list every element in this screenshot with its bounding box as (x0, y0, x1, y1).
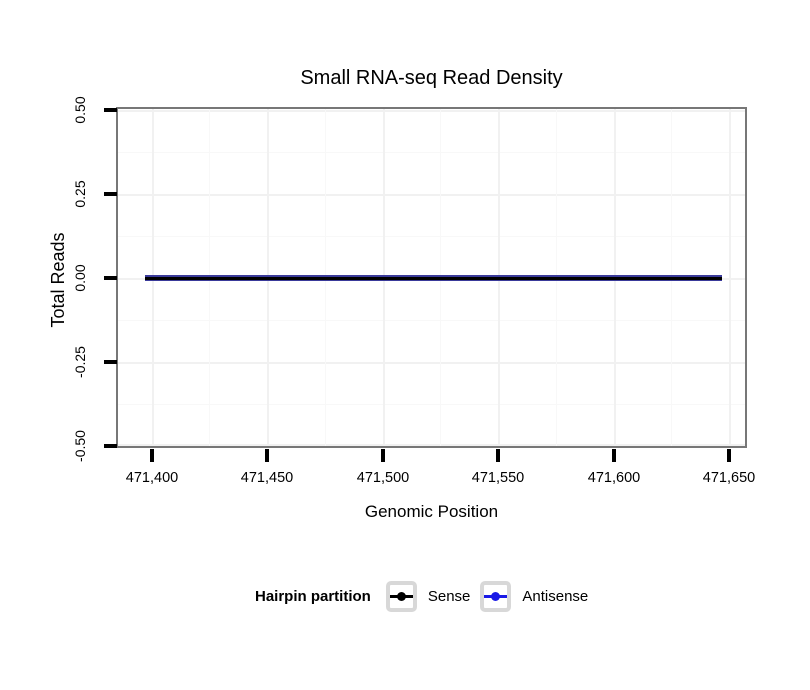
x-tick (381, 449, 385, 462)
x-tick-label: 471,550 (471, 470, 525, 486)
y-tick-label: -0.25 (72, 346, 88, 378)
chart-title: Small RNA-seq Read Density (300, 67, 563, 89)
y-tick (104, 192, 117, 196)
gridline-minor-h (118, 404, 745, 405)
x-tick-label: 471,400 (125, 470, 179, 486)
x-tick (150, 449, 154, 462)
y-tick-label: -0.50 (72, 430, 88, 462)
gridline-major-h (118, 362, 745, 364)
x-tick-label: 471,500 (356, 470, 410, 486)
x-axis-title: Genomic Position (364, 502, 499, 521)
legend-title: Hairpin partition (255, 587, 371, 605)
y-tick (104, 276, 117, 280)
y-tick-label: 0.50 (72, 96, 88, 124)
x-tick-label: 471,650 (702, 470, 756, 486)
y-tick-label: 0.25 (72, 180, 88, 208)
gridline-major-v (729, 109, 731, 446)
legend-label-antisense: Antisense (522, 587, 589, 605)
gridline-major-h (118, 110, 745, 112)
y-tick (104, 360, 117, 364)
x-tick (612, 449, 616, 462)
x-tick (265, 449, 269, 462)
y-tick-label: 0.00 (72, 264, 88, 292)
point-glyph-icon (491, 591, 501, 601)
y-axis-title: Total Reads (48, 232, 68, 328)
y-tick (104, 108, 117, 112)
x-tick-label: 471,450 (240, 470, 294, 486)
legend-label-sense: Sense (427, 587, 471, 605)
x-tick-label: 471,600 (587, 470, 641, 486)
legend-key-antisense (480, 580, 512, 612)
gridline-minor-h (118, 320, 745, 321)
data-line-sense (145, 276, 722, 280)
y-tick (104, 444, 117, 448)
point-glyph-icon (396, 591, 406, 601)
plot-panel (116, 107, 747, 448)
legend-key-sense (385, 580, 417, 612)
x-tick (496, 449, 500, 462)
gridline-minor-h (118, 236, 745, 237)
legend: Hairpin partition Sense Antisense (255, 579, 598, 613)
gridline-minor-h (118, 152, 745, 153)
gridline-major-h (118, 444, 745, 446)
x-tick (727, 449, 731, 462)
gridline-major-h (118, 194, 745, 196)
data-line-antisense (145, 275, 722, 281)
